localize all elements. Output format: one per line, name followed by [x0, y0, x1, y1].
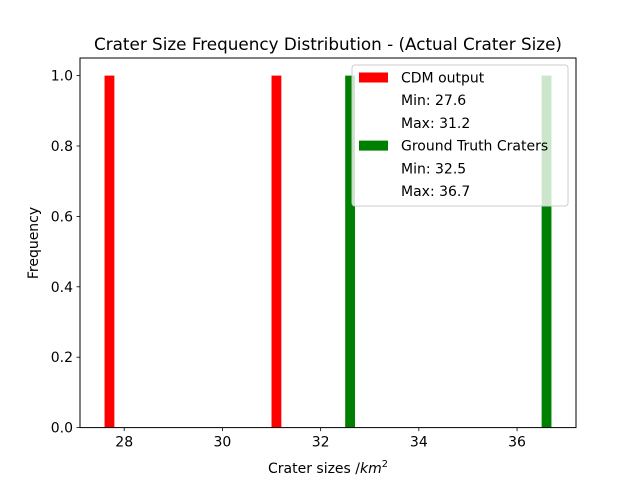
x-tick-label: 34 [410, 435, 428, 451]
legend: CDM output Min: 27.6 Max: 31.2 Ground Truth… [351, 64, 569, 207]
y-tick-label: 0.0 [51, 421, 73, 437]
x-tick-label: 28 [115, 435, 133, 451]
y-axis-label: Frequency [26, 207, 42, 279]
x-axis-label-exponent: 2 [382, 459, 388, 470]
y-axis-ticks: 0.0 0.2 0.4 0.6 0.8 1.0 [51, 69, 80, 437]
bar-ground-truth-craters-0 [345, 75, 356, 428]
legend-label: Min: 27.6 [401, 93, 466, 109]
legend-swatch [359, 140, 388, 151]
legend-swatch [359, 72, 388, 83]
bar-cdm-output-0 [104, 75, 115, 428]
x-tick-label: 32 [312, 435, 330, 451]
y-tick-label: 0.6 [51, 209, 73, 225]
x-tick-label: 30 [214, 435, 232, 451]
legend-label: Max: 31.2 [401, 116, 470, 132]
legend-label: Max: 36.7 [401, 184, 470, 200]
bar-ground-truth-craters-1 [541, 75, 552, 428]
x-axis-ticks: 28 30 32 34 36 [115, 427, 526, 451]
y-tick-label: 1.0 [51, 69, 73, 85]
plot-frame [79, 57, 577, 429]
y-tick-label: 0.8 [51, 139, 73, 155]
legend-box [351, 64, 569, 207]
legend-label: Min: 32.5 [401, 161, 466, 177]
y-tick-label: 0.2 [51, 350, 73, 366]
legend-label: CDM output [401, 71, 485, 87]
x-tick-label: 36 [508, 435, 526, 451]
legend-label: Ground Truth Craters [401, 139, 548, 155]
chart-title: Crater Size Frequency Distribution - (Ac… [94, 34, 562, 54]
x-axis-label-text: Crater sizes / [268, 461, 360, 477]
bar-cdm-output-1 [271, 75, 282, 428]
x-axis-label: Crater sizes /km2 [268, 459, 388, 477]
bars-group [104, 75, 552, 428]
y-tick-label: 0.4 [51, 280, 73, 296]
x-axis-label-unit: km [360, 461, 382, 477]
